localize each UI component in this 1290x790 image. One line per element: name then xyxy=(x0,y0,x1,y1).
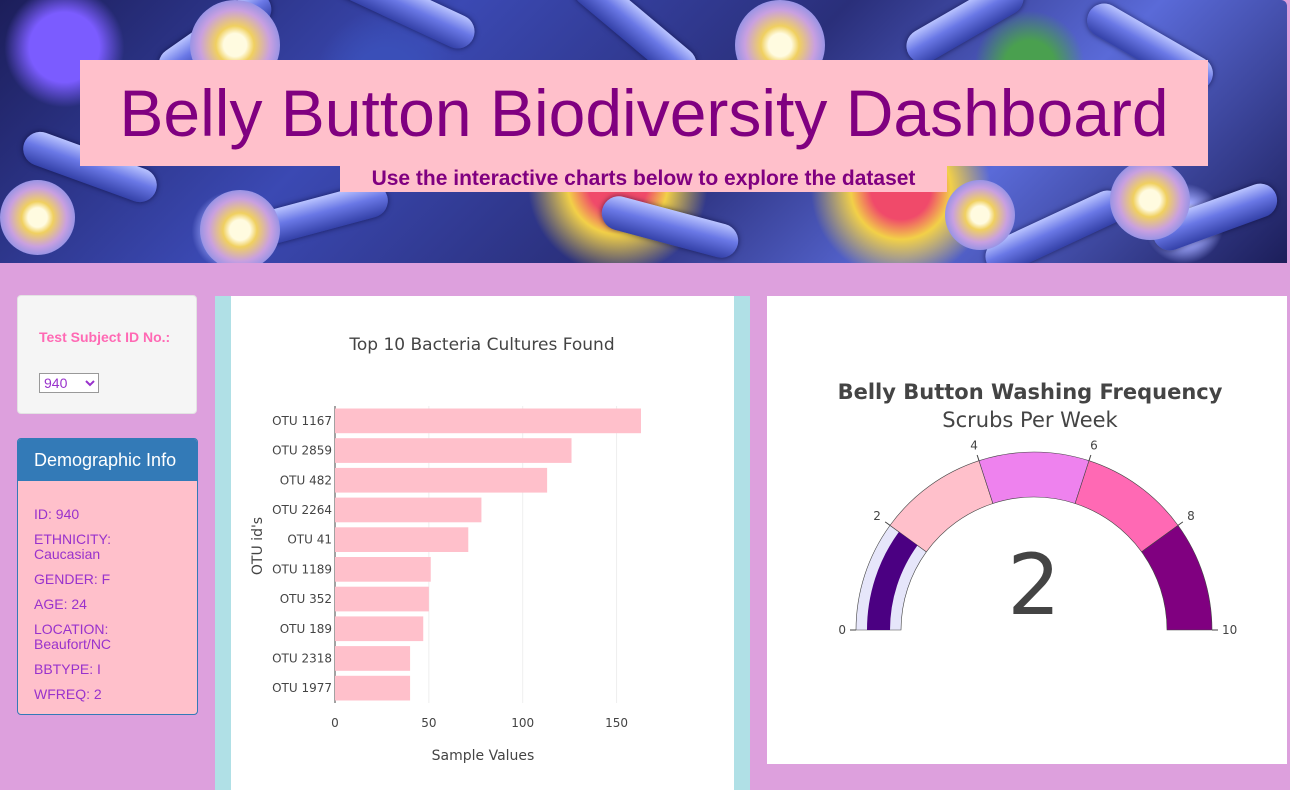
bar[interactable] xyxy=(335,557,431,582)
bar-chart[interactable]: OTU 1167 OTU 2859 OTU 482 OTU 2264 OTU 41 OTU… xyxy=(231,296,734,790)
gauge-tick xyxy=(1177,521,1184,526)
demo-bbtype: BBTYPE: I xyxy=(34,661,101,677)
y-tick-label: OTU 1167 xyxy=(272,414,332,428)
gauge-step xyxy=(978,451,1090,504)
gauge-tick-label: 10 xyxy=(1222,623,1237,637)
demo-location: LOCATION: Beaufort/NC xyxy=(34,621,112,652)
demo-ethnicity: ETHNICITY: Caucasian xyxy=(34,531,112,562)
demo-wfreq: WFREQ: 2 xyxy=(34,686,102,702)
bar[interactable] xyxy=(335,527,469,552)
gauge-tick-label: 4 xyxy=(970,438,978,452)
x-tick-label: 0 xyxy=(331,716,339,730)
demographic-panel-heading: Demographic Info xyxy=(18,439,197,481)
gauge-tick-label: 2 xyxy=(873,509,881,523)
y-tick-label: OTU 41 xyxy=(287,533,332,547)
y-tick-label: OTU 2318 xyxy=(272,651,332,665)
demo-id: ID: 940 xyxy=(34,506,80,522)
demographic-panel-body: ID: 940 ETHNICITY: Caucasian GENDER: F A… xyxy=(18,481,197,702)
demo-age: AGE: 24 xyxy=(34,596,87,612)
gauge-value: 2 xyxy=(1007,536,1060,634)
bar[interactable] xyxy=(335,408,641,434)
y-tick-label: OTU 2264 xyxy=(272,503,332,517)
x-tick-label: 150 xyxy=(605,716,628,730)
x-tick-label: 50 xyxy=(421,716,436,730)
y-tick-label: OTU 2859 xyxy=(272,444,332,458)
gauge-chart-card: 0 2 4 6 8 10 Belly Button Washing Frequency Scr… xyxy=(767,296,1287,764)
subject-selector-well: Test Subject ID No.: 940 xyxy=(17,295,197,414)
bar[interactable] xyxy=(335,616,424,642)
bar-chart-card: OTU 1167 OTU 2859 OTU 482 OTU 2264 OTU 41 OTU… xyxy=(215,296,750,790)
gauge-value-bar xyxy=(867,531,918,630)
bar[interactable] xyxy=(335,438,572,463)
bar[interactable] xyxy=(335,497,482,523)
demographic-panel: Demographic Info ID: 940 ETHNICITY: Cauc… xyxy=(17,438,198,715)
gauge-subtitle: Scrubs Per Week xyxy=(942,408,1118,432)
bar[interactable] xyxy=(335,646,411,671)
bar[interactable] xyxy=(335,675,411,701)
bar-chart-container: OTU 1167 OTU 2859 OTU 482 OTU 2264 OTU 41 OTU… xyxy=(231,296,734,790)
gauge-tick-label: 6 xyxy=(1090,438,1098,452)
header-jumbotron: Belly Button Biodiversity Dashboard Use … xyxy=(0,0,1287,263)
x-tick-label: 100 xyxy=(511,716,534,730)
bar[interactable] xyxy=(335,467,548,493)
title-banner: Belly Button Biodiversity Dashboard xyxy=(80,60,1208,166)
y-tick-label: OTU 352 xyxy=(280,592,332,606)
gauge-tick-label: 0 xyxy=(838,623,846,637)
demo-gender: GENDER: F xyxy=(34,571,111,587)
bar[interactable] xyxy=(335,586,429,612)
y-tick-label: OTU 1189 xyxy=(272,562,332,576)
chart-title: Top 10 Bacteria Cultures Found xyxy=(348,335,614,355)
gauge-tick-label: 8 xyxy=(1187,509,1195,523)
page-subtitle: Use the interactive charts below to expl… xyxy=(340,165,947,192)
y-tick-label: OTU 1977 xyxy=(272,681,332,695)
page-title: Belly Button Biodiversity Dashboard xyxy=(119,76,1169,150)
gauge-tick xyxy=(1088,454,1092,461)
y-tick-label: OTU 189 xyxy=(280,622,332,636)
x-axis-title: Sample Values xyxy=(432,748,535,764)
subject-id-select[interactable]: 940 xyxy=(39,373,99,393)
gauge-tick xyxy=(884,521,891,526)
gauge-tick xyxy=(976,454,980,461)
gauge-chart[interactable]: 0 2 4 6 8 10 Belly Button Washing Frequency Scr… xyxy=(767,296,1287,764)
y-tick-label: OTU 482 xyxy=(280,473,332,487)
y-axis-title: OTU id's xyxy=(250,517,266,575)
selector-label: Test Subject ID No.: xyxy=(39,329,171,345)
gauge-title: Belly Button Washing Frequency xyxy=(838,380,1223,404)
